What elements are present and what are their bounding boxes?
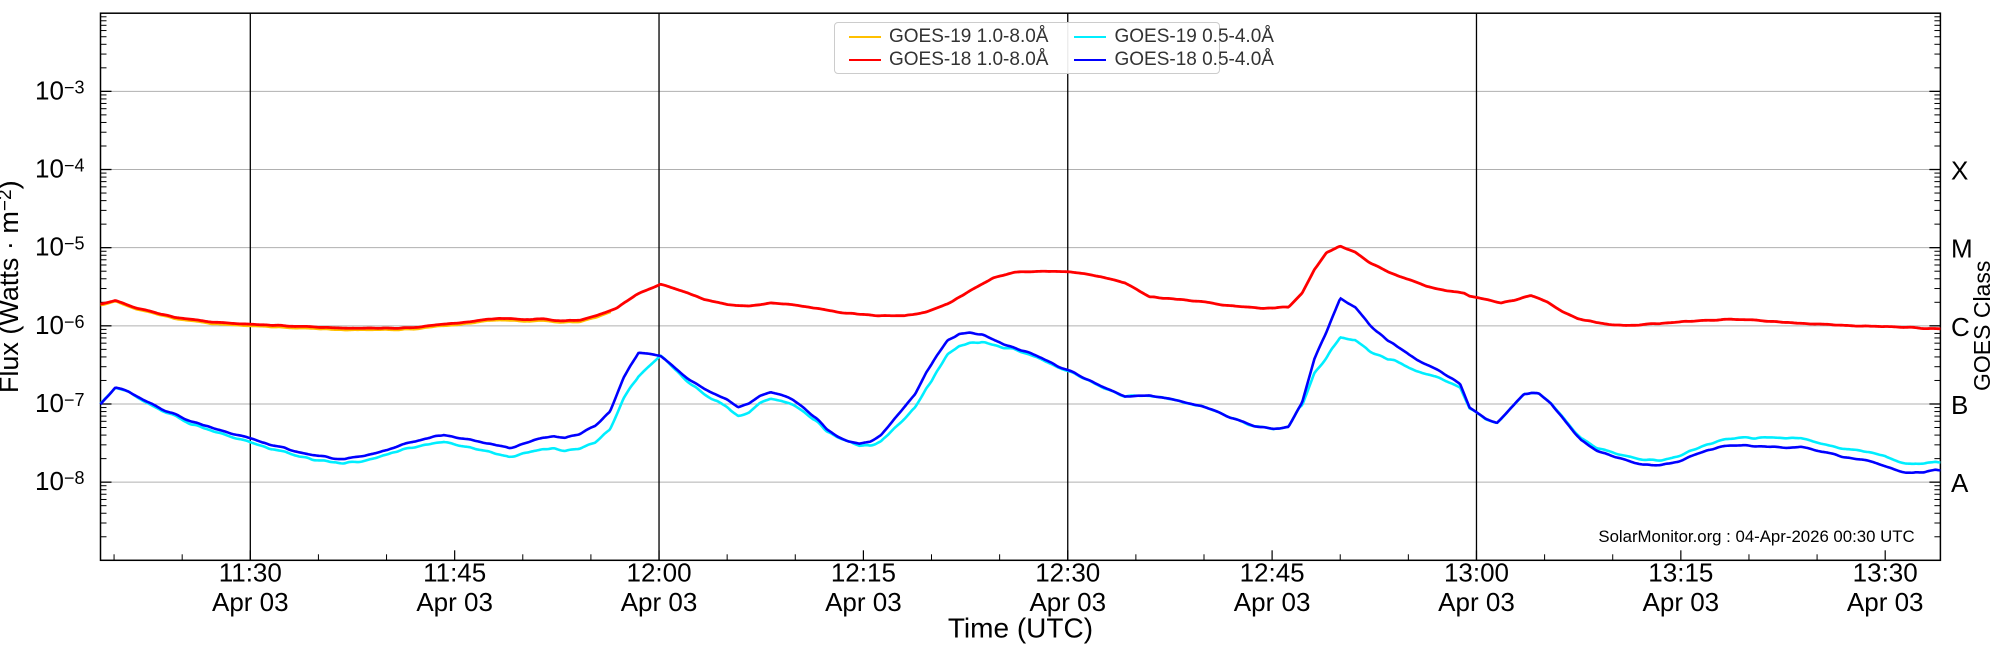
svg-text:12:00: 12:00: [626, 558, 691, 588]
svg-text:13:00: 13:00: [1444, 558, 1509, 588]
svg-text:Apr 03: Apr 03: [212, 587, 289, 617]
svg-text:Apr 03: Apr 03: [621, 587, 698, 617]
svg-text:13:15: 13:15: [1648, 558, 1713, 588]
svg-text:12:30: 12:30: [1035, 558, 1100, 588]
svg-text:12:15: 12:15: [831, 558, 896, 588]
svg-text:GOES Class: GOES Class: [1969, 261, 1995, 391]
svg-text:B: B: [1951, 390, 1968, 420]
svg-text:Apr 03: Apr 03: [1438, 587, 1515, 617]
svg-text:A: A: [1951, 468, 1969, 498]
svg-text:Apr 03: Apr 03: [1234, 587, 1311, 617]
svg-text:X: X: [1951, 156, 1968, 186]
svg-text:Apr 03: Apr 03: [416, 587, 493, 617]
svg-text:12:45: 12:45: [1240, 558, 1305, 588]
svg-text:Flux (Watts · m−2): Flux (Watts · m−2): [0, 180, 24, 393]
svg-text:SolarMonitor.org : 04-Apr-2026: SolarMonitor.org : 04-Apr-2026 00:30 UTC: [1598, 527, 1914, 546]
svg-text:C: C: [1951, 312, 1970, 342]
svg-text:11:30: 11:30: [219, 558, 282, 588]
svg-text:13:30: 13:30: [1853, 558, 1918, 588]
svg-text:Apr 03: Apr 03: [1643, 587, 1720, 617]
svg-text:Apr 03: Apr 03: [825, 587, 902, 617]
svg-text:Apr 03: Apr 03: [1847, 587, 1924, 617]
svg-text:11:45: 11:45: [423, 558, 486, 588]
svg-text:M: M: [1951, 234, 1973, 264]
svg-text:Time (UTC): Time (UTC): [948, 613, 1093, 644]
